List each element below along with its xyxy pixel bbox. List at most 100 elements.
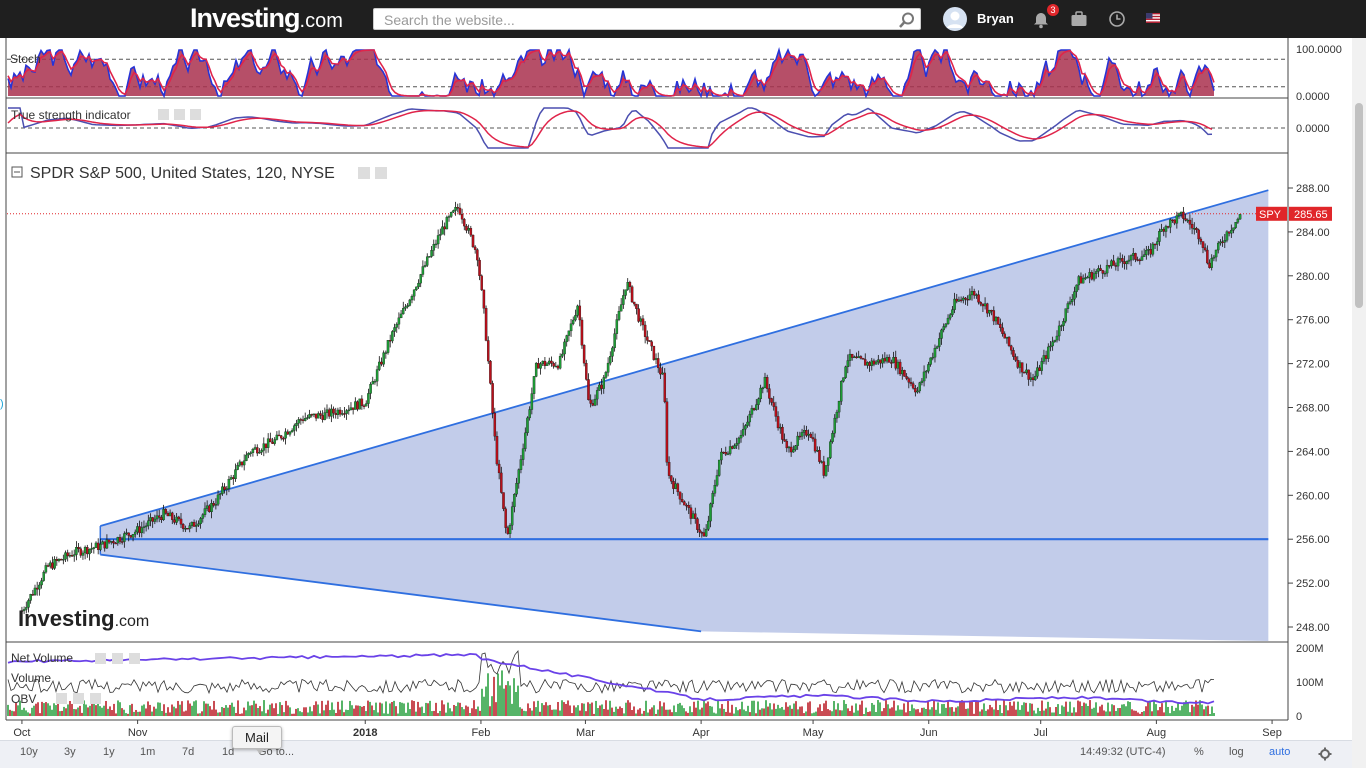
candle-body	[1208, 262, 1211, 268]
candle-body	[1036, 367, 1039, 377]
candle-body	[197, 523, 200, 526]
candle-body	[1221, 241, 1224, 243]
search-input[interactable]	[382, 10, 886, 30]
candle-body	[51, 562, 54, 569]
candle-body	[327, 409, 331, 417]
stock-chart[interactable]: 288.00 284.00 280.00 276.00 272.00 268.00 264.…	[0, 38, 1352, 740]
candle-body	[789, 446, 793, 453]
candle-body	[295, 423, 298, 426]
auto-toggle[interactable]: auto	[1269, 746, 1291, 758]
candle-body	[338, 409, 342, 415]
candle-body	[565, 335, 568, 343]
range-7d[interactable]: 7d	[182, 746, 195, 758]
collapse-icon[interactable]	[11, 166, 23, 178]
candle-body	[741, 428, 745, 436]
candle-body	[1070, 299, 1074, 302]
candle-body	[410, 295, 414, 301]
candle-body	[774, 406, 778, 417]
candle-body	[1171, 219, 1174, 221]
net-volume-label[interactable]: Net Volume	[11, 651, 73, 665]
us-flag-icon[interactable]	[1146, 13, 1160, 23]
candle-body	[369, 383, 372, 394]
logo-text: Investing	[190, 3, 301, 33]
candle-body	[1025, 369, 1028, 373]
settings-gear-icon[interactable]	[1318, 747, 1332, 761]
candle-body	[397, 317, 401, 325]
avatar[interactable]	[943, 7, 967, 31]
net-volume-controls[interactable]	[95, 653, 140, 664]
log-toggle[interactable]: log	[1229, 746, 1244, 758]
candle-body	[1066, 303, 1070, 309]
candle-body	[195, 525, 198, 527]
candle-body	[456, 207, 459, 209]
candle-body	[700, 532, 704, 534]
candle-body	[1044, 355, 1048, 359]
range-1d[interactable]: 1d	[222, 746, 235, 758]
username[interactable]: Bryan	[977, 11, 1014, 26]
clock-icon[interactable]	[1108, 10, 1126, 28]
scrollbar-thumb[interactable]	[1355, 103, 1363, 308]
candle-body	[1009, 345, 1013, 351]
x-tick-label: Sep	[1262, 727, 1282, 739]
candle-body	[423, 265, 427, 267]
candle-body	[988, 309, 991, 314]
candle-body	[273, 439, 276, 444]
candle-body	[1077, 276, 1081, 286]
candle-body	[526, 417, 529, 434]
candle-body	[783, 439, 786, 442]
candle-body	[72, 554, 76, 557]
site-logo[interactable]: Investing.com	[190, 3, 343, 34]
percent-toggle[interactable]: %	[1194, 746, 1204, 758]
candle-body	[1129, 255, 1133, 261]
candle-body	[874, 361, 878, 365]
portfolio-icon[interactable]	[1070, 10, 1088, 28]
candle-body	[595, 390, 599, 400]
candle-body	[484, 308, 488, 341]
candle-body	[57, 559, 61, 561]
candle-body	[162, 509, 165, 521]
candle-body	[524, 432, 527, 449]
candle-body	[770, 398, 773, 403]
range-1y[interactable]: 1y	[103, 746, 115, 758]
candle-body	[667, 462, 671, 476]
candle-body	[439, 234, 442, 236]
candle-body	[857, 356, 860, 359]
candle-body	[1212, 256, 1216, 259]
candle-body	[515, 482, 518, 495]
range-10y[interactable]: 10y	[20, 746, 38, 758]
volume-scale-label: 0	[1296, 711, 1302, 723]
candle-body	[779, 426, 782, 429]
candle-body	[580, 319, 584, 346]
candle-body	[785, 441, 789, 449]
go-to-date[interactable]: Go to...	[258, 746, 295, 758]
tsi-label[interactable]: True strength indicator	[11, 108, 131, 122]
stoch-label[interactable]: Stoch	[10, 52, 41, 66]
bell-icon[interactable]	[1032, 11, 1050, 29]
candle-body	[720, 451, 723, 461]
range-3y[interactable]: 3y	[64, 746, 76, 758]
candle-body	[330, 408, 333, 417]
candle-body	[905, 376, 908, 379]
candle-body	[800, 432, 804, 437]
candle-body	[190, 521, 194, 526]
obv-controls[interactable]	[56, 693, 101, 704]
candle-body	[863, 359, 867, 366]
candles	[20, 201, 1242, 614]
candle-body	[482, 289, 486, 309]
tsi-label-controls[interactable]	[158, 109, 201, 120]
candle-body	[1164, 226, 1168, 232]
candle-body	[576, 305, 579, 316]
search-icon[interactable]	[898, 11, 916, 29]
main-series-label[interactable]: SPDR S&P 500, United States, 120, NYSE	[30, 165, 335, 182]
candle-body	[232, 477, 235, 480]
volume-label[interactable]: Volume	[11, 671, 51, 685]
candle-body	[872, 360, 876, 365]
candle-body	[600, 384, 603, 389]
candle-body	[90, 548, 93, 550]
main-label-controls[interactable]	[358, 167, 387, 179]
candle-body	[406, 305, 409, 308]
candle-body	[665, 401, 669, 463]
range-1m[interactable]: 1m	[140, 746, 156, 758]
obv-label[interactable]: OBV	[11, 692, 36, 706]
candle-body	[1029, 377, 1033, 380]
